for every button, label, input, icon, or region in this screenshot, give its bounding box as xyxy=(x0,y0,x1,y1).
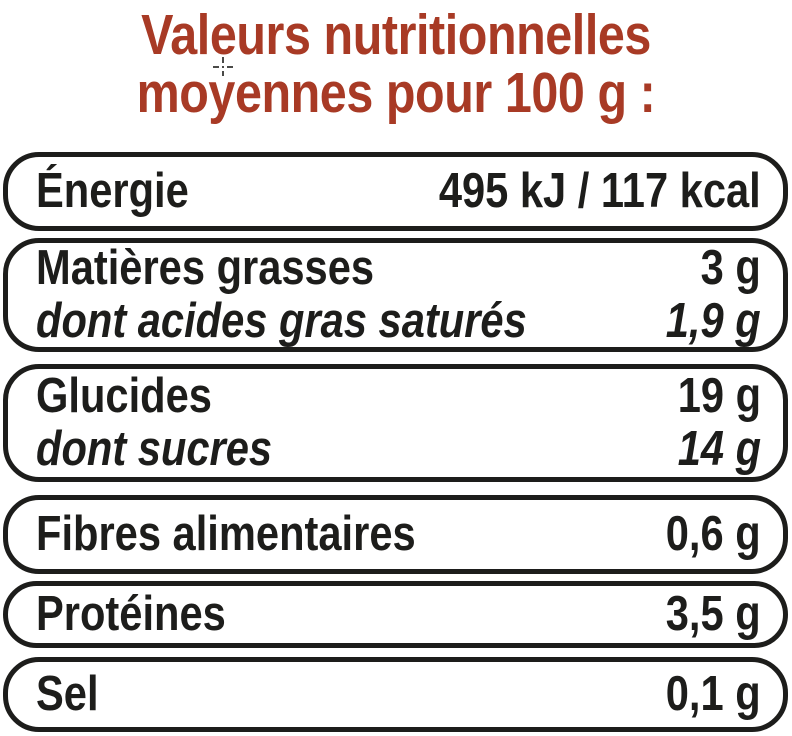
row-sub-line: dont sucres 14 g xyxy=(36,423,761,476)
nutrition-row-energie: Énergie 495 kJ / 117 kcal xyxy=(3,152,788,231)
nutrition-row-fibres: Fibres alimentaires 0,6 g xyxy=(3,495,788,574)
row-main-line: Énergie 495 kJ / 117 kcal xyxy=(36,165,761,218)
nutrition-row-glucides: Glucides 19 g dont sucres 14 g xyxy=(3,364,788,482)
nutrient-name: Glucides xyxy=(36,369,212,423)
nutrient-value: 0,1 g xyxy=(666,667,761,721)
nutrient-value: 3,5 g xyxy=(666,587,761,641)
nutrient-value: 0,6 g xyxy=(666,507,761,561)
row-main-line: Sel 0,1 g xyxy=(36,668,761,721)
title-line-2: moyennes pour 100 g : xyxy=(136,61,656,126)
nutrient-name: Énergie xyxy=(36,164,189,218)
nutrition-row-proteines: Protéines 3,5 g xyxy=(3,581,788,648)
row-main-line: Protéines 3,5 g xyxy=(36,588,761,641)
row-main-line: Glucides 19 g xyxy=(36,370,761,423)
row-main-line: Matières grasses 3 g xyxy=(36,242,761,295)
nutrient-value: 3 g xyxy=(700,241,761,295)
nutrient-value: 495 kJ / 117 kcal xyxy=(439,164,761,218)
sub-nutrient-name: dont acides gras saturés xyxy=(36,294,527,348)
nutrient-name: Fibres alimentaires xyxy=(36,507,416,561)
row-main-line: Fibres alimentaires 0,6 g xyxy=(36,508,761,561)
row-sub-line: dont acides gras saturés 1,9 g xyxy=(36,295,761,348)
nutrition-table: Énergie 495 kJ / 117 kcal Matières grass… xyxy=(3,152,788,732)
sub-nutrient-name: dont sucres xyxy=(36,422,273,476)
title-line-1: Valeurs nutritionnelles xyxy=(141,3,651,67)
nutrient-name: Protéines xyxy=(36,587,226,641)
nutrient-name: Sel xyxy=(36,667,99,721)
nutrient-value: 19 g xyxy=(677,369,761,423)
sub-nutrient-value: 1,9 g xyxy=(666,294,761,348)
nutrition-row-sel: Sel 0,1 g xyxy=(3,657,788,732)
nutrient-name: Matières grasses xyxy=(36,241,375,295)
nutrition-row-matieres-grasses: Matières grasses 3 g dont acides gras sa… xyxy=(3,238,788,352)
label-title: Valeurs nutritionnelles moyennes pour 10… xyxy=(59,6,732,122)
sub-nutrient-value: 14 g xyxy=(677,422,761,476)
